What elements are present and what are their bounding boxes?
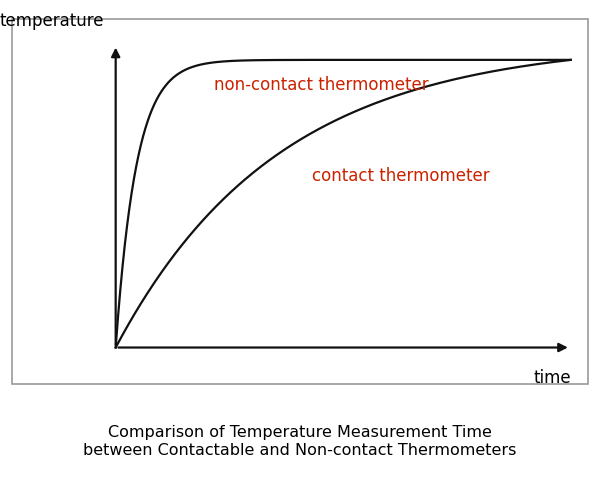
Text: non-contact thermometer: non-contact thermometer: [214, 76, 428, 94]
Text: temperature: temperature: [0, 12, 104, 30]
Text: contact thermometer: contact thermometer: [311, 167, 489, 185]
Text: time: time: [533, 370, 571, 387]
Text: Comparison of Temperature Measurement Time
between Contactable and Non-contact T: Comparison of Temperature Measurement Ti…: [83, 425, 517, 458]
